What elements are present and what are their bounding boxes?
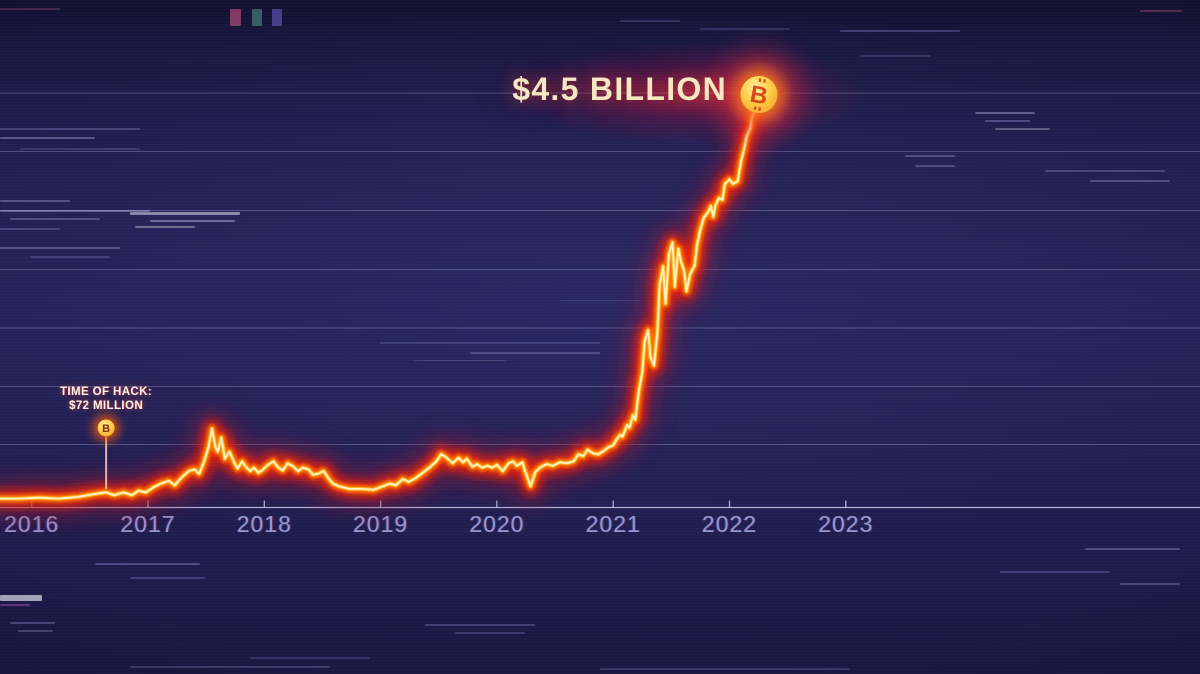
hack-annotation-line2: $72 MILLION (68, 399, 144, 412)
price-line-glow-deep (0, 91, 773, 516)
hack-annotation-label: TIME OF HACK: $72 MILLION (36, 386, 176, 413)
x-axis-group: 2016 2017 2018 2019 2020 2021 2022 2023 (0, 500, 1200, 537)
x-tick-label: 2018 (237, 511, 292, 537)
x-tick-label: 2021 (586, 511, 641, 537)
x-tick-label: 2019 (353, 511, 408, 537)
peak-value-label: $4.5 BILLION (512, 71, 727, 107)
bitcoin-symbol-bottom-bar (753, 106, 757, 111)
x-tick-label: 2023 (818, 511, 873, 537)
gridlines-group (0, 92, 1200, 445)
price-line-group (0, 91, 773, 516)
bitcoin-symbol-top-bar (758, 78, 762, 83)
bitcoin-symbol-bottom-bar2 (758, 107, 762, 112)
bitcoin-symbol-top-bar2 (763, 79, 767, 83)
x-tick-label: 2022 (702, 511, 757, 537)
hack-marker-bitcoin-glyph: B (102, 423, 110, 435)
x-tick-label: 2020 (469, 511, 524, 537)
hack-annotation-line1: TIME OF HACK: (59, 386, 153, 398)
x-tick-label: 2017 (120, 511, 175, 537)
